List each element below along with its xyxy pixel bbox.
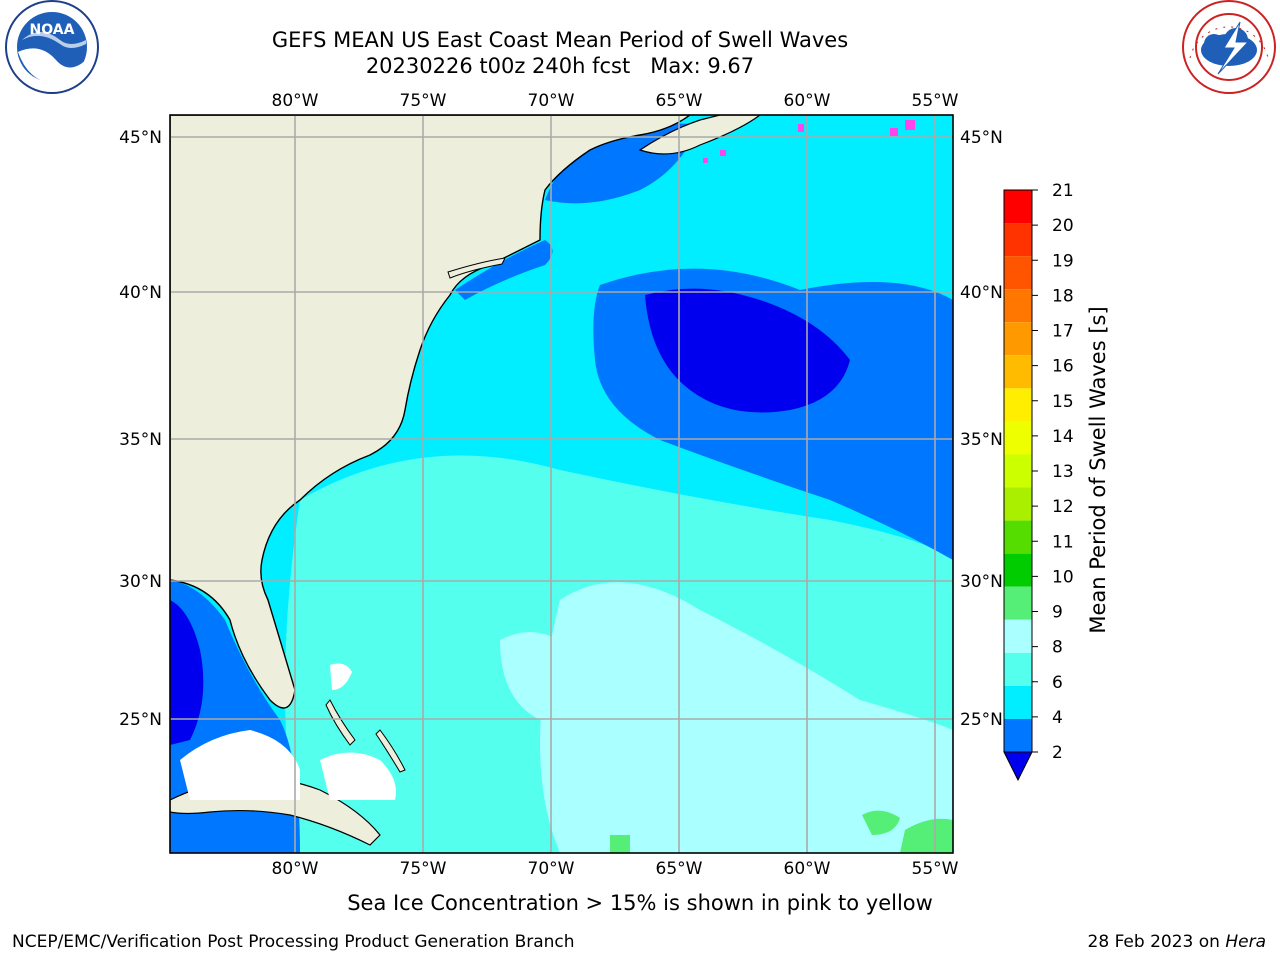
colorbar-swatch — [1004, 256, 1032, 290]
colorbar-swatch — [1004, 388, 1032, 422]
colorbar-swatch — [1004, 190, 1032, 224]
lon-label-bottom: 60°W — [784, 859, 831, 879]
colorbar-swatch — [1004, 718, 1032, 752]
colorbar-tick-label: 12 — [1052, 497, 1074, 517]
colorbar: 21 20 19 18 17 16 15 14 13 12 11 10 9 8 6 4 2 — [1003, 181, 1074, 782]
lat-labels-right: 45°N 40°N 35°N 30°N 25°N — [960, 128, 1003, 730]
colorbar-tick-label: 15 — [1052, 392, 1074, 412]
chart-title: GEFS MEAN US East Coast Mean Period of S… — [271, 28, 849, 52]
colorbar-swatch — [1004, 454, 1032, 488]
sea-ice-cell — [703, 158, 708, 163]
lon-label-top: 75°W — [400, 91, 447, 111]
colorbar-swatch — [1004, 421, 1032, 455]
lon-label-bottom: 55°W — [912, 859, 959, 879]
chart-subtitle: 20230226 t00z 240h fcst Max: 9.67 — [365, 54, 755, 78]
colorbar-swatch — [1004, 487, 1032, 521]
lat-label-left: 30°N — [119, 572, 162, 592]
colorbar-swatch — [1004, 322, 1032, 356]
gulf-mexico-dark — [170, 600, 204, 745]
colorbar-swatch — [1004, 652, 1032, 686]
footer-date-text: 28 Feb 2023 on — [1087, 932, 1220, 952]
sea-ice-cell — [905, 120, 915, 130]
lat-label-left: 25°N — [119, 710, 162, 730]
colorbar-tick-label: 21 — [1052, 181, 1074, 201]
lat-labels-left: 45°N 40°N 35°N 30°N 25°N — [119, 128, 162, 730]
colorbar-tick-label: 4 — [1052, 708, 1063, 728]
shelf-blue — [455, 240, 553, 300]
sea-ice-cell — [798, 124, 804, 132]
lon-labels-top: 80°W 75°W 70°W 65°W 60°W 55°W — [272, 91, 959, 111]
colorbar-swatch — [1004, 553, 1032, 587]
lon-label-bottom: 65°W — [656, 859, 703, 879]
colorbar-tick-label: 13 — [1052, 462, 1074, 482]
lat-label-left: 40°N — [119, 283, 162, 303]
sea-ice-cell — [890, 128, 898, 136]
land-bahamas — [325, 699, 356, 746]
colorbar-tick-label: 14 — [1052, 427, 1074, 447]
colorbar-tick-label: 8 — [1052, 638, 1063, 658]
lat-label-left: 35°N — [119, 430, 162, 450]
swell-8-9-region-2 — [500, 632, 572, 720]
noaa-logo-text: NOAA — [30, 22, 75, 38]
colorbar-swatch — [1004, 619, 1032, 653]
colorbar-tick-label: 18 — [1052, 286, 1074, 306]
sea-ice-caption: Sea Ice Concentration > 15% is shown in … — [347, 891, 933, 915]
colorbar-swatch — [1004, 289, 1032, 323]
colorbar-label: Mean Period of Swell Waves [s] — [1086, 306, 1110, 634]
colorbar-tick-label: 2 — [1052, 743, 1063, 763]
lon-label-top: 80°W — [272, 91, 319, 111]
lon-label-top: 55°W — [912, 91, 959, 111]
colorbar-swatch — [1004, 355, 1032, 389]
noaa-logo: NOAA — [5, 0, 99, 94]
land-nova-scotia — [638, 115, 762, 155]
lon-label-top: 60°W — [784, 91, 831, 111]
land-bahamas-2 — [375, 729, 406, 773]
bank-shallow — [180, 730, 300, 800]
map-area — [170, 115, 953, 853]
colorbar-swatch — [1004, 223, 1032, 257]
lon-label-bottom: 80°W — [272, 859, 319, 879]
lat-label-left: 45°N — [119, 128, 162, 148]
swell-8-9-region — [540, 582, 953, 853]
lon-labels-bottom: 80°W 75°W 70°W 65°W 60°W 55°W — [272, 859, 959, 879]
bank-shallow-3 — [330, 663, 352, 690]
colorbar-extend-arrow — [1003, 751, 1033, 782]
lat-label-right: 30°N — [960, 572, 1003, 592]
colorbar-swatch — [1004, 685, 1032, 719]
nws-logo — [1182, 0, 1276, 94]
colorbar-tick-label: 11 — [1052, 532, 1074, 552]
graticule — [170, 115, 953, 853]
colorbar-tick-label: 10 — [1052, 567, 1074, 587]
colorbar-tick-label: 6 — [1052, 673, 1063, 693]
lat-label-right: 25°N — [960, 710, 1003, 730]
swell-below-2-region — [645, 288, 850, 413]
footer-host: Hera — [1225, 932, 1266, 952]
footer-credit: NCEP/EMC/Verification Post Processing Pr… — [12, 932, 575, 952]
lat-label-right: 35°N — [960, 430, 1003, 450]
colorbar-tick-label: 19 — [1052, 251, 1074, 271]
land-long-island — [447, 257, 506, 279]
lon-label-bottom: 70°W — [528, 859, 575, 879]
footer-date: 28 Feb 2023 on Hera — [1088, 932, 1266, 952]
lon-label-top: 70°W — [528, 91, 575, 111]
colorbar-tick-label: 17 — [1052, 322, 1074, 342]
colorbar-tick-label: 20 — [1052, 216, 1074, 236]
lat-label-right: 40°N — [960, 283, 1003, 303]
sea-ice-cell — [720, 150, 726, 156]
swell-9-10-patch-2 — [900, 818, 953, 853]
bank-shallow-2 — [320, 752, 396, 800]
lon-label-bottom: 75°W — [400, 859, 447, 879]
land-north-america — [170, 115, 692, 709]
colorbar-tick-label: 16 — [1052, 357, 1074, 377]
colorbar-swatch — [1004, 586, 1032, 620]
swell-9-10-patch-3 — [610, 835, 630, 853]
colorbar-swatch — [1004, 520, 1032, 554]
colorbar-tick-label: 9 — [1052, 603, 1063, 623]
map-frame — [169, 114, 954, 854]
swell-9-10-patch — [862, 810, 900, 835]
lon-label-top: 65°W — [656, 91, 703, 111]
lat-label-right: 45°N — [960, 128, 1003, 148]
